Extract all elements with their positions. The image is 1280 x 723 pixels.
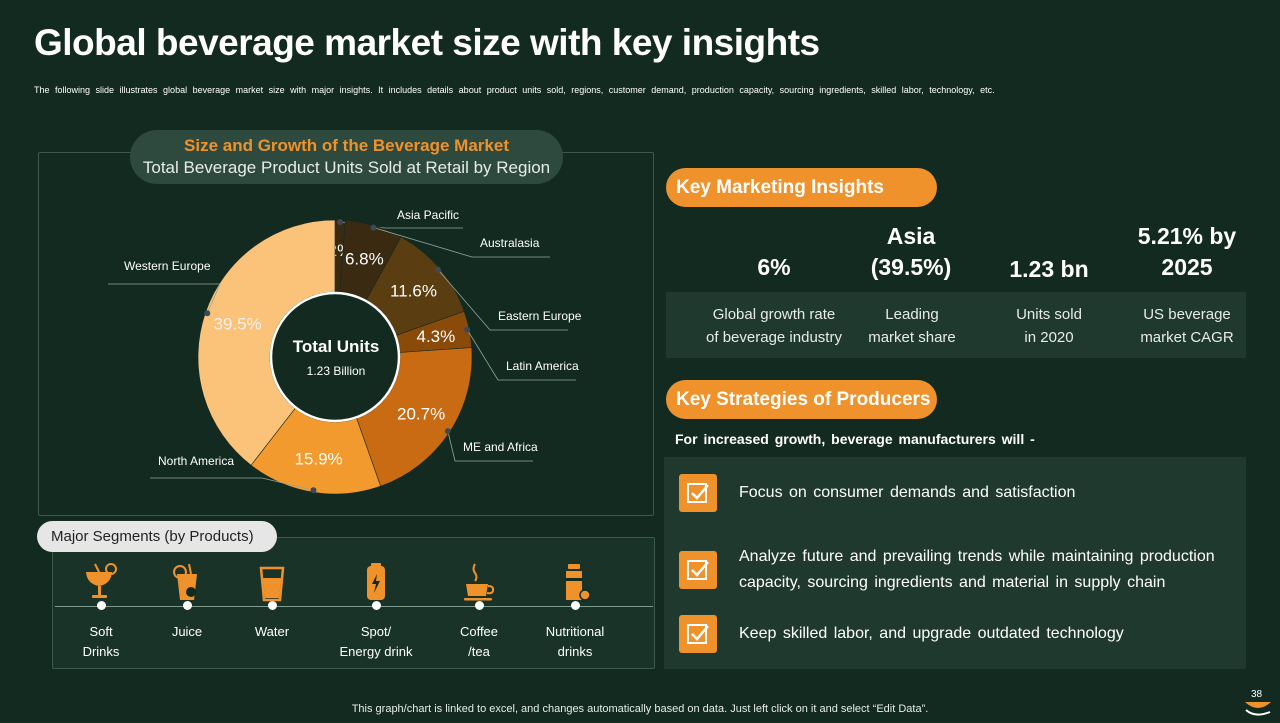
stat-desc-share: Leading market share — [868, 306, 956, 346]
leader-dot — [204, 310, 211, 317]
segment-label: Water — [254, 624, 290, 639]
category-label: ME and Africa — [463, 440, 538, 454]
stat-desc-cagr: US beverage market CAGR — [1140, 306, 1234, 346]
segment-soft-drinks: Soft Drinks — [51, 562, 151, 662]
leader-dot — [434, 266, 441, 273]
chart-subtitle: Total Beverage Product Units Sold at Ret… — [142, 158, 551, 177]
stat-desc-units: Units sold in 2020 — [1016, 306, 1082, 346]
category-label: Eastern Europe — [498, 309, 582, 323]
segment-water: Water — [222, 562, 322, 642]
segment-marker — [182, 601, 192, 610]
segments-timeline — [55, 606, 653, 607]
slice-value-label: 39.5% — [213, 315, 261, 334]
segment-marker — [570, 601, 580, 610]
strategy-item: Analyze future and prevailing trends whi… — [679, 544, 1219, 596]
strategies-box — [664, 457, 1246, 669]
leader-line — [108, 283, 221, 314]
cocktail-icon — [86, 563, 117, 598]
water-glass-icon — [259, 566, 285, 602]
segment-label: Nutritional drinks — [545, 624, 605, 659]
donut-center — [269, 291, 401, 423]
energy-can-icon — [367, 563, 385, 600]
segment-label: Spot/ Energy drink — [339, 624, 413, 659]
slice-value-label: 20.7% — [397, 405, 445, 424]
page-number-text: 38 — [1251, 689, 1263, 700]
stat-value-share: Asia (39.5%) — [870, 223, 952, 280]
leader-dot — [464, 326, 471, 333]
segment-coffee-tea: Coffee /tea — [429, 562, 529, 662]
chart-title: Size and Growth of the Beverage Market — [184, 136, 509, 155]
stat-desc-growth: Global growth rate of beverage industry — [706, 306, 842, 346]
stat-value-units: 1.23 bn — [1009, 256, 1089, 282]
leader-line — [437, 269, 568, 331]
insights-stats-box — [666, 292, 1246, 358]
segment-juice: Juice — [137, 562, 237, 642]
strategies-title: Key Strategies of Producers — [666, 380, 937, 419]
leader-line — [150, 477, 314, 491]
segment-label: Soft Drinks — [82, 624, 120, 659]
segment-marker — [371, 601, 381, 610]
page-subtitle: The following slide illustrates global b… — [34, 85, 995, 95]
strategy-text: Keep skilled labor, and upgrade outdated… — [739, 625, 1124, 642]
segment-marker — [96, 601, 106, 610]
category-label: Western Europe — [124, 259, 211, 273]
leader-dot — [310, 487, 317, 494]
strategy-item: Focus on consumer demands and satisfacti… — [679, 474, 1199, 512]
coffee-cup-icon — [464, 563, 495, 601]
page-title: Global beverage market size with key ins… — [34, 22, 820, 63]
slice-value-label: 6.8% — [345, 249, 384, 268]
slice-value-label: 11.6% — [390, 281, 437, 300]
leader-line — [466, 329, 576, 381]
slice-value-label: 15.9% — [294, 450, 342, 469]
segments-panel — [52, 537, 655, 669]
checkbox-icon — [679, 474, 717, 512]
strategy-text: Focus on consumer demands and satisfacti… — [739, 484, 1076, 501]
segment-label: Juice — [171, 624, 203, 639]
stat-value-growth: 6% — [757, 254, 791, 280]
leader-dot — [337, 219, 344, 226]
hand-icon — [1245, 702, 1271, 716]
segment-energy-drink: Spot/ Energy drink — [326, 562, 426, 662]
category-label: North America — [158, 454, 234, 468]
insights-title: Key Marketing Insights — [666, 168, 937, 207]
segment-marker — [474, 601, 484, 610]
slice-value-label: 4.3% — [416, 327, 455, 346]
segment-marker — [267, 601, 277, 610]
segment-nutritional: Nutritional drinks — [525, 562, 625, 662]
checkbox-icon — [679, 551, 717, 589]
segment-label: Coffee /tea — [459, 624, 499, 659]
category-label: Asia Pacific — [397, 208, 459, 222]
checkbox-icon — [679, 615, 717, 653]
page-number: 38 — [1243, 688, 1273, 718]
nutrition-bottle-icon — [566, 564, 591, 601]
leader-line — [373, 227, 550, 258]
juice-icon — [173, 563, 197, 600]
leader-line — [447, 431, 533, 462]
strategies-lead: For increased growth, beverage manufactu… — [675, 431, 1035, 447]
center-title: Total Units — [293, 337, 380, 356]
category-label: Australasia — [480, 236, 540, 250]
leader-dot — [444, 428, 451, 435]
chart-header: Size and Growth of the Beverage Market T… — [130, 130, 563, 184]
strategy-text: Analyze future and prevailing trends whi… — [739, 548, 1215, 591]
center-value: 1.23 Billion — [307, 364, 366, 378]
category-label: Latin America — [506, 359, 579, 373]
leader-dot — [370, 224, 377, 231]
stat-value-cagr: 5.21% by 2025 — [1137, 223, 1237, 280]
segments-title: Major Segments (by Products) — [37, 521, 277, 552]
footer-note: This graph/chart is linked to excel, and… — [351, 703, 929, 715]
strategy-item: Keep skilled labor, and upgrade outdated… — [679, 615, 1199, 653]
